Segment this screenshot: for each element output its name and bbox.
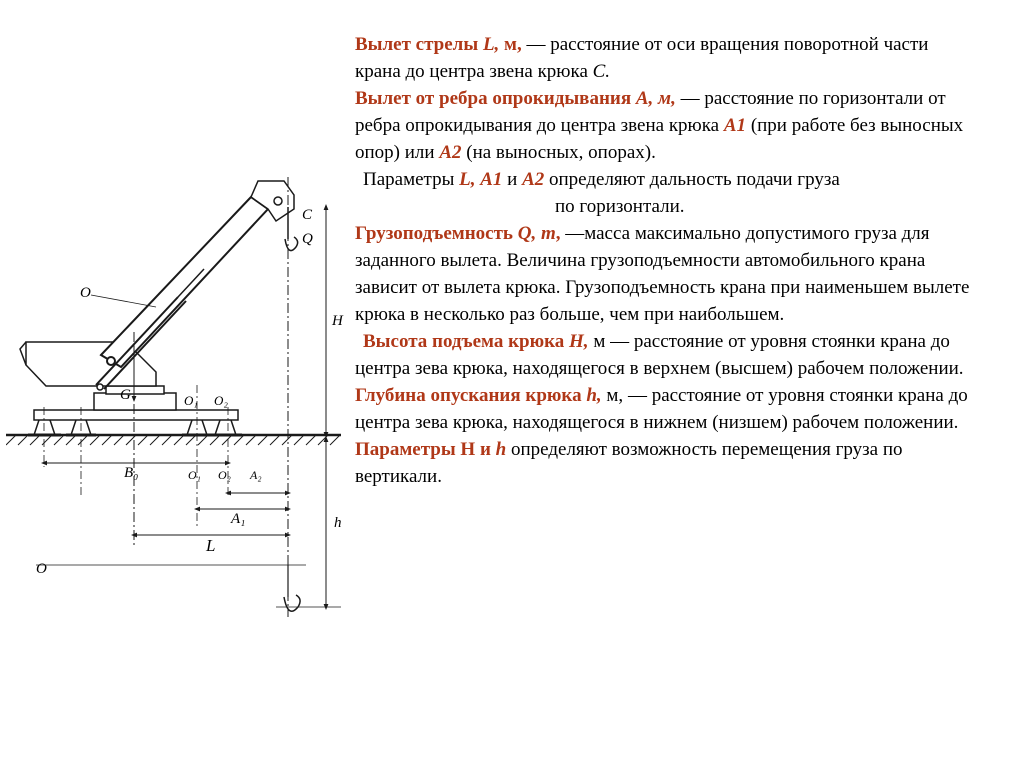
label-O2: O₂ — [214, 393, 228, 408]
label-B0: B₀ — [124, 465, 138, 481]
term-Q: Грузоподъемность Q, т — [355, 223, 556, 244]
term-H: Высота подъема крюка Н, — [363, 331, 593, 352]
label-Q: Q — [302, 231, 313, 247]
label-L: L — [205, 536, 215, 555]
p3-a2: А2 — [522, 169, 544, 190]
crane-schematic: G H C Q O O₁ O₂ — [6, 167, 346, 627]
para-height-H: Высота подъема крюка Н, м — расстояние о… — [355, 329, 974, 383]
label-O1b: O₁ — [188, 468, 201, 482]
label-O-bottom: O — [36, 561, 47, 577]
para-reach-A: Вылет от ребра опрокидывания А, м, — рас… — [355, 86, 974, 167]
p3-pre: Параметры — [363, 169, 459, 190]
term-hh: Глубина опускания крюка h, — [355, 385, 606, 406]
body-A-end: (на выносных, опорах). — [462, 142, 656, 163]
unit-hh: м, — [606, 385, 628, 406]
term-L: Вылет стрелы L, м, — [355, 34, 527, 55]
label-C: C — [302, 207, 313, 223]
diagram-column: G H C Q O O₁ O₂ — [0, 32, 355, 627]
label-O1: O₁ — [184, 393, 198, 408]
q-comma: , — [556, 223, 566, 244]
var-A1: А1 — [724, 115, 746, 136]
label-h: h — [334, 515, 342, 531]
suffix-C: С. — [593, 61, 610, 82]
para-depth-h: Глубина опускания крюка h, м, — расстоян… — [355, 383, 974, 437]
term-A: Вылет от ребра опрокидывания А, м, — [355, 88, 681, 109]
label-H: H — [331, 313, 344, 329]
label-A1: A₁ — [230, 511, 245, 527]
para-params-LA: Параметры L, А1 и А2 определяют дальност… — [355, 167, 974, 221]
term-Hh: Параметры Н и h — [355, 439, 511, 460]
label-g: G — [120, 387, 131, 403]
label-O2b: O₂ — [218, 468, 231, 482]
para-capacity-Q: Грузоподъемность Q, т, —масса максимальн… — [355, 221, 974, 329]
unit-H: м — [593, 331, 610, 352]
p3-and: и — [502, 169, 522, 190]
text-column: Вылет стрелы L, м, — расстояние от оси в… — [355, 32, 974, 627]
p3-body3: по горизонтали. — [555, 196, 685, 217]
para-reach-L: Вылет стрелы L, м, — расстояние от оси в… — [355, 32, 974, 86]
p3-body2: определяют дальность подачи груза — [544, 169, 840, 190]
p3-vars: L, А1 — [459, 169, 502, 190]
var-A2: А2 — [439, 142, 461, 163]
label-O-boom: O — [80, 285, 91, 301]
page-root: G H C Q O O₁ O₂ — [0, 0, 1024, 647]
para-params-Hh: Параметры Н и h определяют возможность п… — [355, 437, 974, 491]
label-A2-top: A₂ — [249, 468, 262, 482]
